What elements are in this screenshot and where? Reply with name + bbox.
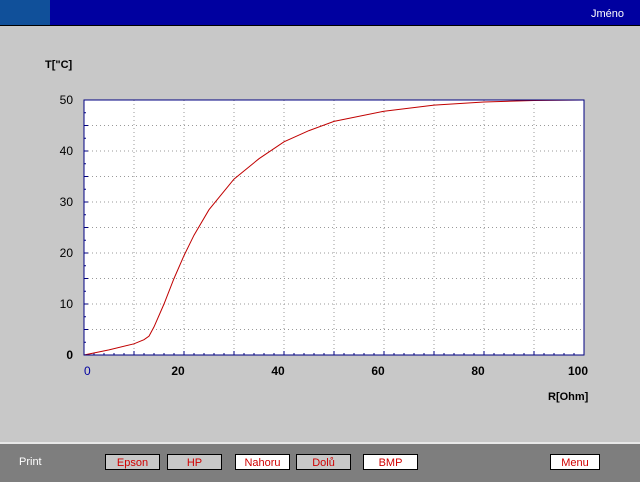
x-tick-label: 60 — [371, 364, 385, 378]
y-tick-label: 50 — [60, 93, 74, 107]
x-tick-label: 40 — [271, 364, 285, 378]
plot-border — [83, 99, 585, 356]
y-tick-label: 40 — [60, 144, 74, 158]
epson-button[interactable]: Epson — [105, 454, 160, 470]
x-tick-label: 100 — [568, 364, 588, 378]
down-button[interactable]: Dolů — [296, 454, 351, 470]
x-axis-label: R[Ohm] — [548, 391, 589, 403]
bmp-button[interactable]: BMP — [363, 454, 418, 470]
title-bar: Jméno — [0, 0, 640, 26]
menu-button[interactable]: Menu — [550, 454, 600, 470]
hp-button[interactable]: HP — [167, 454, 222, 470]
x-tick-label: 20 — [171, 364, 185, 378]
print-label: Print — [19, 456, 42, 468]
user-name-label: Jméno — [590, 8, 624, 20]
y-tick-label: 0 — [66, 348, 73, 362]
x-tick-label: 0 — [84, 364, 91, 378]
app-logo — [0, 0, 50, 25]
y-tick-label: 20 — [60, 246, 74, 260]
up-button[interactable]: Nahoru — [235, 454, 290, 470]
chart: T["C] R[Ohm] 0 20 40 60 80 100 0 10 20 30 40 50 — [45, 59, 589, 403]
bottom-toolbar: Print Epson HP Nahoru Dolů BMP Menu — [0, 442, 640, 482]
y-axis-label: T["C] — [45, 59, 73, 71]
y-tick-label: 10 — [60, 297, 74, 311]
x-tick-label: 80 — [471, 364, 485, 378]
y-tick-label: 30 — [60, 195, 74, 209]
series-line — [83, 99, 585, 356]
